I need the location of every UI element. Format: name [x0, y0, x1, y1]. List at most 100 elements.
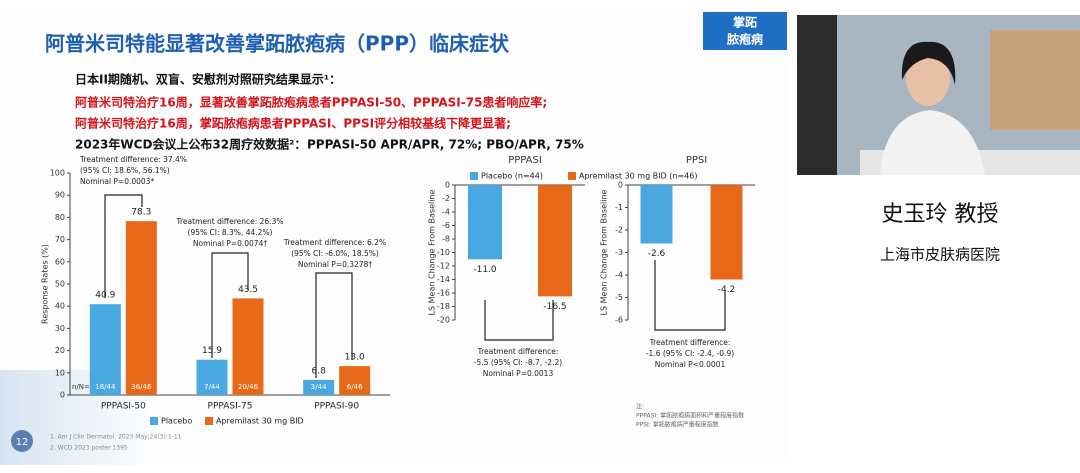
- y-tick-label: 50: [55, 280, 65, 289]
- bar: [89, 304, 121, 395]
- bar: [196, 359, 228, 395]
- y-tick-label: -6: [615, 316, 623, 325]
- bullet: PPPASI-50 APR/APR, 72%; PBO/APR, 75%: [307, 138, 584, 152]
- y-tick-label: -18: [437, 302, 450, 311]
- y-tick-label: 100: [50, 169, 65, 178]
- chart-title: PPSI: [686, 155, 707, 166]
- note: PPSI: 掌跖脓疱病严重程度指数: [636, 421, 719, 429]
- annotation: Treatment difference: 6.2%: [283, 238, 386, 247]
- bar: [710, 185, 743, 280]
- badge: [703, 12, 787, 50]
- bar: [232, 298, 264, 395]
- x-tick-label: PPPASI-75: [208, 402, 253, 412]
- bullet: 日本II期随机、双盲、安慰剂对照研究结果显示¹：: [75, 72, 341, 87]
- legend-swatch: [470, 172, 478, 180]
- y-tick-label: 20: [55, 346, 65, 355]
- value-label: 6.8: [312, 366, 327, 376]
- value-label: -16.5: [543, 302, 566, 312]
- y-tick-label: 30: [55, 324, 65, 333]
- video-bg: [990, 30, 1080, 130]
- n-label: 7/44: [204, 383, 220, 391]
- y-tick-label: 60: [55, 257, 65, 266]
- bracket: [104, 194, 143, 298]
- y-tick-label: -14: [437, 275, 450, 284]
- annotation: (95% CI: -6.0%, 18.5%): [291, 249, 379, 258]
- legend-label: Apremilast 30 mg BID: [216, 417, 304, 426]
- annotation: Treatment difference:: [649, 338, 731, 347]
- annotation: -5.5 (95% CI: -8.7, -2.2): [474, 358, 562, 367]
- annotation: Nominal P=0.3278†: [298, 260, 372, 269]
- bar: [125, 221, 157, 395]
- y-tick-label: 80: [55, 213, 65, 222]
- annotation: Treatment difference: 26.3%: [176, 217, 284, 226]
- value-label: -4.2: [718, 285, 736, 295]
- bar: [468, 185, 502, 260]
- video-bg: [797, 15, 837, 175]
- annotation: Nominal P<0.0001: [655, 360, 726, 369]
- annotation: Nominal P=0.0003*: [80, 177, 154, 186]
- y-tick-label: 0: [60, 391, 65, 400]
- slide-title: 阿普米司特能显著改善掌跖脓疱病（PPP）临床症状: [45, 32, 510, 56]
- n-label: 3/44: [311, 383, 327, 391]
- n-label: 18/44: [95, 383, 116, 391]
- y-tick-label: -16: [437, 289, 450, 298]
- annotation: Nominal P=0.0074†: [193, 239, 267, 248]
- page-badge: [11, 430, 33, 452]
- y-axis-label: LS Mean Change From Baseline: [428, 189, 437, 315]
- annotation: -1.6 (95% CI: -2.4, -0.9): [646, 349, 734, 358]
- annotation: (95% CI: 18.6%, 56.1%): [80, 166, 170, 175]
- y-tick-label: -2: [442, 194, 450, 203]
- legend-swatch: [205, 417, 213, 425]
- bullet: 阿普米司特治疗16周，显著改善掌跖脓疱病患者PPPASI-50、PPPASI-7…: [75, 95, 547, 110]
- y-tick-label: -20: [437, 316, 450, 325]
- annotation: Treatment difference:: [477, 347, 559, 356]
- footnote: 2. WCD 2023 poster 1395: [50, 445, 128, 452]
- bracket: [211, 252, 249, 358]
- bar: [538, 185, 572, 297]
- y-tick-label: 70: [55, 235, 65, 244]
- chart-title: PPPASI: [508, 155, 542, 166]
- note: PPPASI: 掌跖脓疱病面积和严重程度指数: [636, 412, 744, 420]
- x-tick-label: PPPASI-90: [314, 402, 359, 412]
- legend-swatch: [150, 417, 158, 425]
- annotation: Nominal P=0.0013: [483, 369, 554, 378]
- bracket: [654, 260, 726, 331]
- y-tick-label: 90: [55, 191, 65, 200]
- y-tick-label: 0: [618, 181, 623, 190]
- y-tick-label: -4: [442, 208, 450, 217]
- bracket: [315, 272, 353, 378]
- bullet: 2023年WCD会议上公布32周疗效数据²：: [75, 137, 306, 152]
- legend-label: Placebo: [161, 417, 192, 426]
- bar: [640, 185, 673, 244]
- speaker-body: [880, 110, 985, 175]
- legend-label: Apremilast 30 mg BID (n=46): [579, 172, 697, 181]
- y-tick-label: 10: [55, 368, 65, 377]
- legend-swatch: [568, 172, 576, 180]
- bullet: 阿普米司特治疗16周，掌跖脓疱病患者PPPASI、PPSI评分相较基线下降更显著…: [75, 116, 511, 131]
- y-tick-label: 40: [55, 302, 65, 311]
- y-tick-label: -2: [615, 226, 623, 235]
- y-tick-label: -10: [437, 248, 450, 257]
- bar: [339, 366, 371, 395]
- value-label: -2.6: [648, 249, 666, 259]
- value-label: 13.0: [345, 353, 365, 363]
- y-tick-label: -12: [437, 262, 450, 271]
- y-axis-label: LS Mean Change From Baseline: [600, 189, 609, 315]
- y-tick-label: -4: [615, 271, 623, 280]
- legend-label: Placebo (n=44): [481, 172, 543, 181]
- value-label: 78.3: [131, 208, 151, 218]
- speaker-face: [906, 50, 950, 106]
- speaker-hair: [901, 41, 956, 85]
- badge-text: 掌跖: [733, 15, 757, 30]
- footnote: 1. Am J Clin Dermatol. 2023 May;24(3):1-…: [50, 434, 182, 441]
- annotation: Treatment difference: 37.4%: [79, 155, 187, 164]
- y-axis-label: Response Rates (%): [41, 244, 50, 324]
- n-label: 6/46: [347, 383, 363, 391]
- annotation: (95% CI: 8.3%, 44.2%): [188, 228, 273, 237]
- speaker-affiliation: 上海市皮肤病医院: [880, 246, 1000, 264]
- y-tick-label: 0: [445, 181, 450, 190]
- y-tick-label: -1: [615, 203, 623, 212]
- note: 注:: [636, 403, 644, 411]
